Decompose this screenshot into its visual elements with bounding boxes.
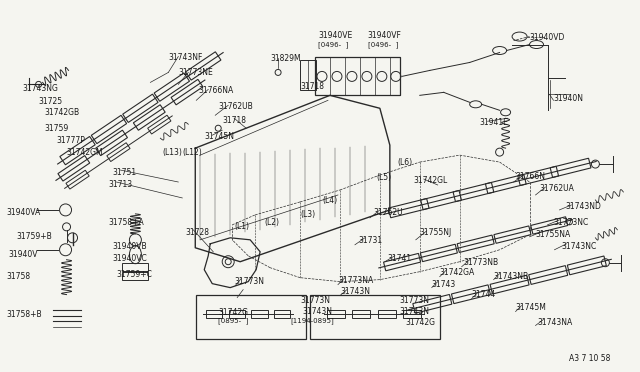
Text: 31742G: 31742G <box>406 318 436 327</box>
Text: 31743N: 31743N <box>340 286 370 296</box>
Text: 31745N: 31745N <box>204 132 234 141</box>
Text: (L1): (L1) <box>234 222 249 231</box>
Text: [1194-0895]: [1194-0895] <box>290 318 334 324</box>
Text: 31743NB: 31743NB <box>493 272 529 281</box>
Text: 31751: 31751 <box>113 168 136 177</box>
Bar <box>310 295 440 339</box>
Text: 31742GB: 31742GB <box>45 108 80 117</box>
Text: 31940VB: 31940VB <box>113 242 147 251</box>
Text: 31759: 31759 <box>45 124 69 133</box>
Text: 31940VD: 31940VD <box>529 33 565 42</box>
Text: 31742G: 31742G <box>218 308 248 317</box>
Text: 31728: 31728 <box>186 228 209 237</box>
Text: (L3): (L3) <box>300 210 315 219</box>
Text: 31743NF: 31743NF <box>168 52 203 61</box>
Text: 31773N: 31773N <box>300 296 330 305</box>
Text: (L12): (L12) <box>182 148 202 157</box>
Text: 31731: 31731 <box>358 236 382 245</box>
Text: 31773NC: 31773NC <box>554 218 589 227</box>
Text: 31725: 31725 <box>38 97 63 106</box>
Text: 31766N: 31766N <box>516 172 545 181</box>
Text: 31762UA: 31762UA <box>540 184 574 193</box>
Text: 31742GM: 31742GM <box>67 148 103 157</box>
Text: 31773N: 31773N <box>400 296 430 305</box>
Text: 31755NA: 31755NA <box>536 230 571 239</box>
Bar <box>300 61 316 90</box>
Text: 31773N: 31773N <box>234 277 264 286</box>
Text: 31940VC: 31940VC <box>113 254 147 263</box>
Text: 31766NA: 31766NA <box>198 86 234 95</box>
Text: 31742GL: 31742GL <box>414 176 448 185</box>
Text: 31742GA: 31742GA <box>440 268 475 277</box>
Text: 31713: 31713 <box>108 180 132 189</box>
Text: 31718: 31718 <box>222 116 246 125</box>
Text: 31762U: 31762U <box>374 208 403 217</box>
Text: 31745M: 31745M <box>516 302 547 312</box>
Text: 31755NJ: 31755NJ <box>420 228 452 237</box>
Text: 31758: 31758 <box>6 272 31 281</box>
Text: (L4): (L4) <box>322 196 337 205</box>
Text: 31743NC: 31743NC <box>561 242 596 251</box>
Text: 31773NA: 31773NA <box>338 276 373 285</box>
Text: 31773NB: 31773NB <box>464 258 499 267</box>
Text: 31743ND: 31743ND <box>566 202 602 211</box>
Text: [0895-  ]: [0895- ] <box>218 318 248 324</box>
Text: (L5): (L5) <box>376 173 391 182</box>
Text: 31743: 31743 <box>432 280 456 289</box>
Text: 31777P: 31777P <box>56 136 86 145</box>
Text: 31743N: 31743N <box>302 307 332 315</box>
Text: 31762UB: 31762UB <box>218 102 253 111</box>
Text: 31758+B: 31758+B <box>6 310 42 318</box>
Bar <box>315 58 400 95</box>
Text: 31940N: 31940N <box>554 94 584 103</box>
Text: 31941E: 31941E <box>479 118 509 127</box>
Text: 31940VE: 31940VE <box>318 31 352 39</box>
Text: 31759+B: 31759+B <box>17 232 52 241</box>
Bar <box>196 295 306 339</box>
Text: 31741: 31741 <box>388 254 412 263</box>
Text: 31759+C: 31759+C <box>116 270 152 279</box>
Text: [0496-  ]: [0496- ] <box>318 42 348 48</box>
Text: 31743N: 31743N <box>400 307 430 315</box>
Text: 31718: 31718 <box>300 82 324 92</box>
Text: 31940VF: 31940VF <box>368 31 402 39</box>
Text: 31940V: 31940V <box>9 250 38 259</box>
Text: [0496-  ]: [0496- ] <box>368 42 398 48</box>
Bar <box>122 272 148 280</box>
Text: (L13): (L13) <box>163 148 182 157</box>
Text: (L6): (L6) <box>398 158 413 167</box>
Bar <box>122 263 148 271</box>
Text: (L2): (L2) <box>264 218 279 227</box>
Text: 31773NE: 31773NE <box>179 68 213 77</box>
Text: A3 7 10 58: A3 7 10 58 <box>570 355 611 363</box>
Text: 31743NA: 31743NA <box>538 318 573 327</box>
Text: 31829M: 31829M <box>270 54 301 64</box>
Text: 31743NG: 31743NG <box>22 84 58 93</box>
Text: 31940VA: 31940VA <box>6 208 41 217</box>
Text: 31758+A: 31758+A <box>108 218 144 227</box>
Text: 31744: 31744 <box>472 290 496 299</box>
